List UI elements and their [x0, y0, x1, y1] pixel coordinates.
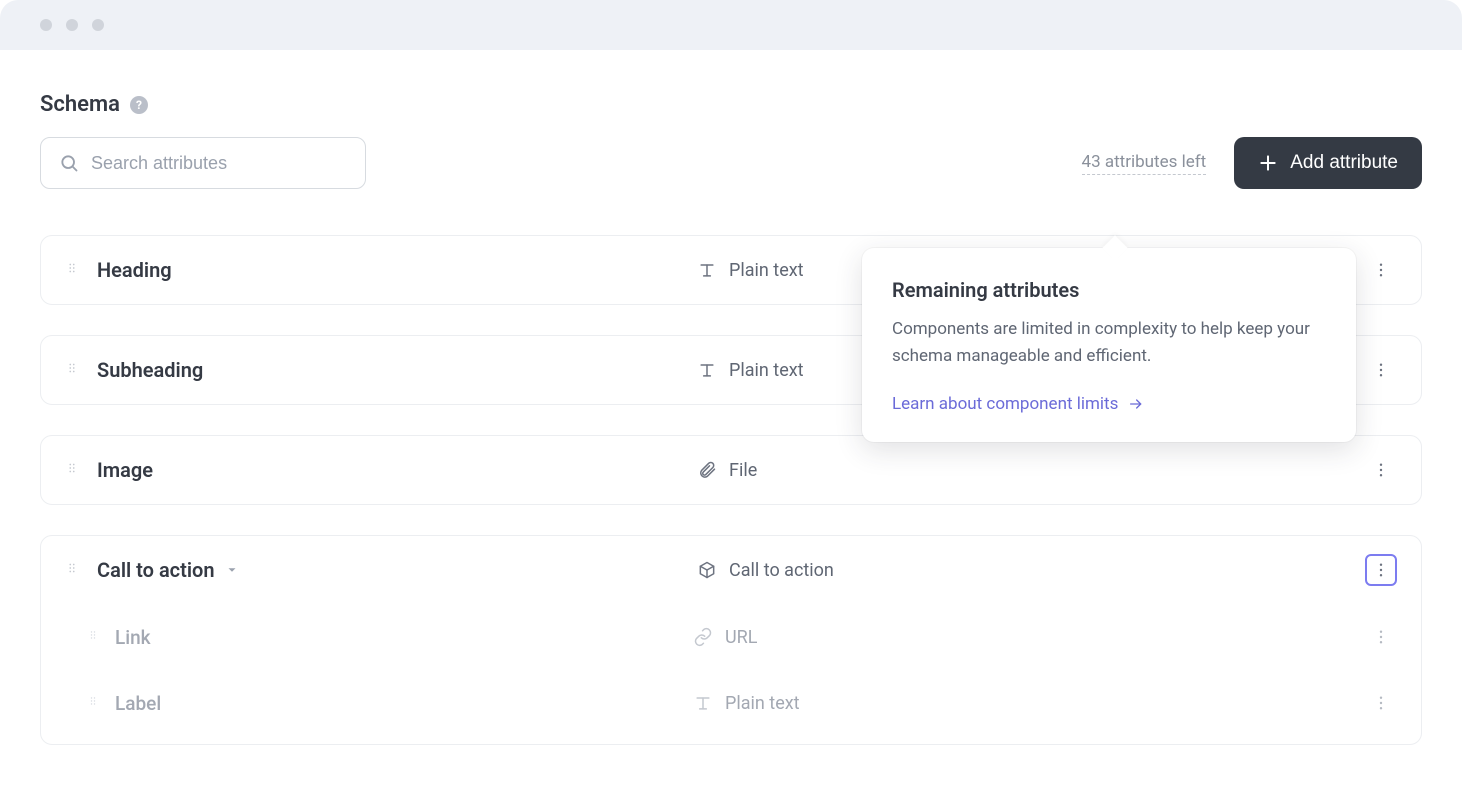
drag-handle-icon[interactable] [65, 359, 79, 381]
attribute-row[interactable]: Image File [41, 436, 1421, 504]
drag-handle-icon[interactable] [87, 627, 99, 647]
box-icon [697, 560, 717, 580]
drag-handle-icon[interactable] [65, 459, 79, 481]
drag-handle-icon[interactable] [87, 693, 99, 713]
text-icon [693, 693, 713, 713]
attribute-card: Call to action Call to action Link URL Label… [40, 535, 1422, 745]
attribute-name-label: Image [97, 458, 153, 482]
window-chrome [0, 0, 1462, 50]
traffic-light-dot [40, 19, 52, 31]
attribute-name-label: Call to action [97, 558, 215, 582]
attribute-child-type: URL [693, 627, 1365, 648]
popover-link-label: Learn about component limits [892, 394, 1118, 414]
attribute-type-label: File [729, 460, 757, 481]
attribute-name: Image [97, 458, 697, 482]
drag-handle-icon[interactable] [65, 559, 79, 581]
popover-title: Remaining attributes [892, 278, 1326, 302]
attribute-child-name: Label [115, 692, 693, 715]
attribute-type-label: Call to action [729, 560, 834, 581]
attribute-child-type-label: URL [725, 627, 757, 648]
attribute-type-label: Plain text [729, 260, 804, 281]
caret-down-icon[interactable] [225, 563, 239, 577]
search-icon [59, 153, 79, 173]
attribute-child-row[interactable]: Label Plain text [41, 670, 1421, 736]
more-options-button[interactable] [1365, 454, 1397, 486]
attribute-type-label: Plain text [729, 360, 804, 381]
more-options-button[interactable] [1365, 687, 1397, 719]
attribute-child-name: Link [115, 626, 693, 649]
traffic-light-dot [66, 19, 78, 31]
plus-icon [1258, 153, 1278, 173]
app-container: Schema ? 43 attributes left Add attribut… [0, 50, 1462, 796]
text-icon [697, 360, 717, 380]
more-options-button[interactable] [1365, 354, 1397, 386]
attribute-child-row[interactable]: Link URL [41, 604, 1421, 670]
help-icon[interactable]: ? [130, 96, 148, 114]
toolbar-right: 43 attributes left Add attribute [1082, 137, 1422, 189]
popover-learn-link[interactable]: Learn about component limits [892, 394, 1144, 414]
page-title: Schema [40, 92, 120, 117]
arrow-right-icon [1128, 396, 1144, 412]
attribute-type: Call to action [697, 560, 1365, 581]
attribute-card: Image File [40, 435, 1422, 505]
attachment-icon [697, 460, 717, 480]
attribute-children: Link URL Label Plain text [41, 604, 1421, 744]
attributes-left-label[interactable]: 43 attributes left [1082, 152, 1207, 175]
more-options-button[interactable] [1365, 554, 1397, 586]
drag-handle-icon[interactable] [65, 259, 79, 281]
popover-body: Components are limited in complexity to … [892, 316, 1326, 370]
remaining-attributes-popover: Remaining attributes Components are limi… [862, 248, 1356, 442]
add-attribute-label: Add attribute [1290, 152, 1398, 174]
header-row: Schema ? [40, 92, 1422, 117]
traffic-light-dot [92, 19, 104, 31]
attribute-row[interactable]: Call to action Call to action [41, 536, 1421, 604]
toolbar: 43 attributes left Add attribute [40, 137, 1422, 189]
search-input[interactable] [91, 153, 347, 174]
text-icon [697, 260, 717, 280]
attribute-name-label: Heading [97, 258, 172, 282]
add-attribute-button[interactable]: Add attribute [1234, 137, 1422, 189]
attribute-name: Call to action [97, 558, 697, 582]
attribute-child-type: Plain text [693, 693, 1365, 714]
attribute-child-type-label: Plain text [725, 693, 800, 714]
attribute-name: Heading [97, 258, 697, 282]
more-options-button[interactable] [1365, 254, 1397, 286]
more-options-button[interactable] [1365, 621, 1397, 653]
attribute-name-label: Subheading [97, 358, 203, 382]
search-input-wrapper[interactable] [40, 137, 366, 189]
attribute-name: Subheading [97, 358, 697, 382]
link-icon [693, 627, 713, 647]
attribute-type: File [697, 460, 1365, 481]
